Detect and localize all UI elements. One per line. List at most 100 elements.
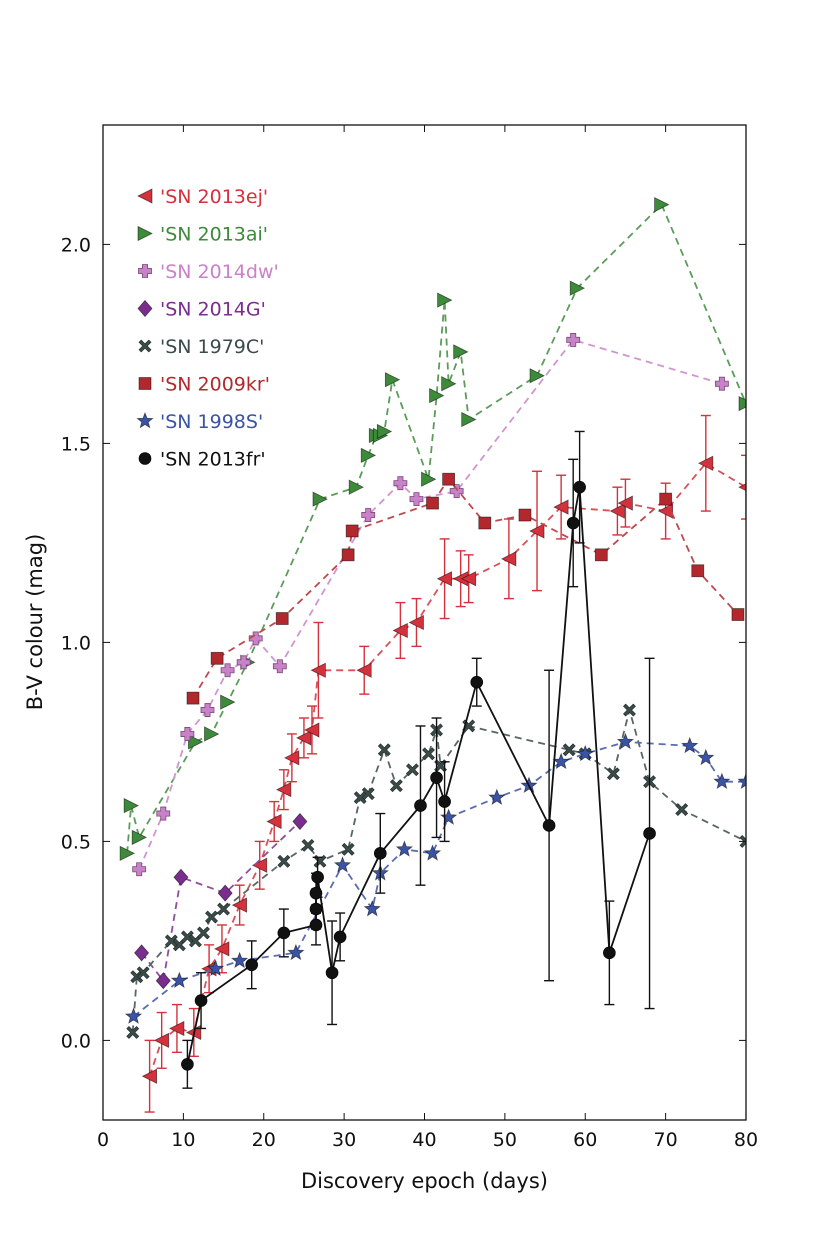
data-point — [296, 730, 312, 746]
data-point — [309, 902, 323, 916]
data-point — [194, 994, 208, 1007]
data-point — [529, 523, 545, 539]
data-point — [643, 827, 656, 840]
data-point — [609, 503, 625, 519]
data-point — [373, 847, 387, 860]
data-point — [311, 870, 324, 884]
data-point — [436, 571, 452, 587]
data-point — [266, 813, 282, 830]
data-point — [136, 966, 150, 980]
data-point — [488, 788, 506, 805]
series-line — [148, 462, 746, 1077]
data-point — [301, 838, 315, 852]
legend-label: 'SN 2014G' — [160, 299, 266, 321]
legend-label: 'SN 2009kr' — [160, 374, 270, 396]
legend-label: 'SN 2013fr' — [160, 449, 266, 471]
y-tick-label: 0.5 — [61, 831, 91, 853]
data-point — [408, 614, 424, 631]
data-point — [737, 772, 746, 790]
series-sn-1998s — [124, 732, 746, 1024]
data-point — [348, 479, 365, 495]
data-point — [217, 902, 230, 916]
data-point — [441, 376, 457, 392]
data-point — [361, 508, 376, 522]
data-point — [429, 387, 445, 404]
data-point — [449, 484, 464, 499]
data-point — [333, 856, 352, 873]
data-point — [217, 884, 233, 902]
data-point — [654, 196, 670, 213]
legend-marker — [138, 452, 152, 465]
data-point — [697, 748, 715, 766]
data-point — [423, 844, 442, 861]
data-point — [309, 918, 323, 932]
data-point — [594, 548, 608, 562]
data-point — [552, 752, 570, 770]
data-point — [230, 951, 249, 969]
data-point — [141, 1068, 158, 1084]
data-point — [617, 495, 633, 511]
data-point — [623, 703, 636, 717]
data-point — [529, 368, 545, 384]
data-point — [188, 734, 204, 750]
data-point — [220, 663, 235, 678]
data-point — [437, 292, 453, 308]
legend-marker — [138, 339, 152, 353]
data-point — [738, 483, 746, 492]
data-point — [345, 524, 359, 538]
data-point — [170, 971, 189, 989]
data-point — [738, 395, 746, 412]
data-point — [691, 564, 705, 578]
data-point — [697, 455, 714, 471]
series-sn-1979c — [126, 703, 746, 1039]
data-point — [438, 795, 451, 808]
data-point — [478, 516, 492, 530]
data-point — [363, 899, 381, 917]
series-line — [140, 820, 301, 983]
legend-marker — [137, 188, 153, 204]
data-point — [553, 499, 569, 515]
legend-marker — [138, 264, 152, 278]
legend-label: 'SN 1998S' — [160, 411, 263, 433]
data-point — [180, 727, 195, 741]
data-point — [309, 886, 323, 900]
legend-marker — [137, 225, 153, 242]
x-tick-label: 20 — [252, 1129, 276, 1151]
data-point — [384, 372, 401, 388]
data-point — [393, 476, 408, 491]
series-sn-2013ej — [141, 414, 746, 1113]
data-point — [460, 571, 477, 587]
data-point — [422, 747, 435, 761]
x-tick-label: 0 — [97, 1129, 109, 1151]
data-point — [573, 480, 586, 494]
y-axis-title: B-V colour (mag) — [23, 534, 47, 711]
x-tick-label: 30 — [332, 1129, 356, 1151]
legend-label: 'SN 2013ej' — [160, 186, 268, 208]
data-point — [569, 280, 586, 296]
data-point — [119, 845, 136, 861]
legend-label: 'SN 2014dw' — [160, 261, 279, 283]
data-point — [389, 779, 403, 793]
x-tick-label: 50 — [493, 1129, 517, 1151]
y-tick-label: 1.0 — [61, 632, 91, 654]
data-point — [131, 829, 148, 846]
data-point — [205, 910, 218, 924]
data-point — [292, 812, 308, 831]
data-point — [134, 944, 150, 962]
y-tick-label: 1.5 — [61, 433, 91, 455]
data-point — [616, 732, 635, 750]
data-point — [214, 941, 230, 957]
data-point — [153, 1032, 170, 1049]
data-point — [132, 862, 147, 877]
data-point — [731, 608, 745, 621]
data-point — [714, 376, 729, 391]
data-point — [277, 854, 291, 868]
data-point — [439, 808, 458, 825]
data-point — [169, 1020, 185, 1037]
data-point — [304, 722, 320, 738]
data-point — [156, 806, 171, 821]
data-point — [123, 797, 140, 814]
data-point — [231, 897, 248, 913]
data-point — [681, 736, 699, 754]
data-point — [675, 803, 689, 816]
